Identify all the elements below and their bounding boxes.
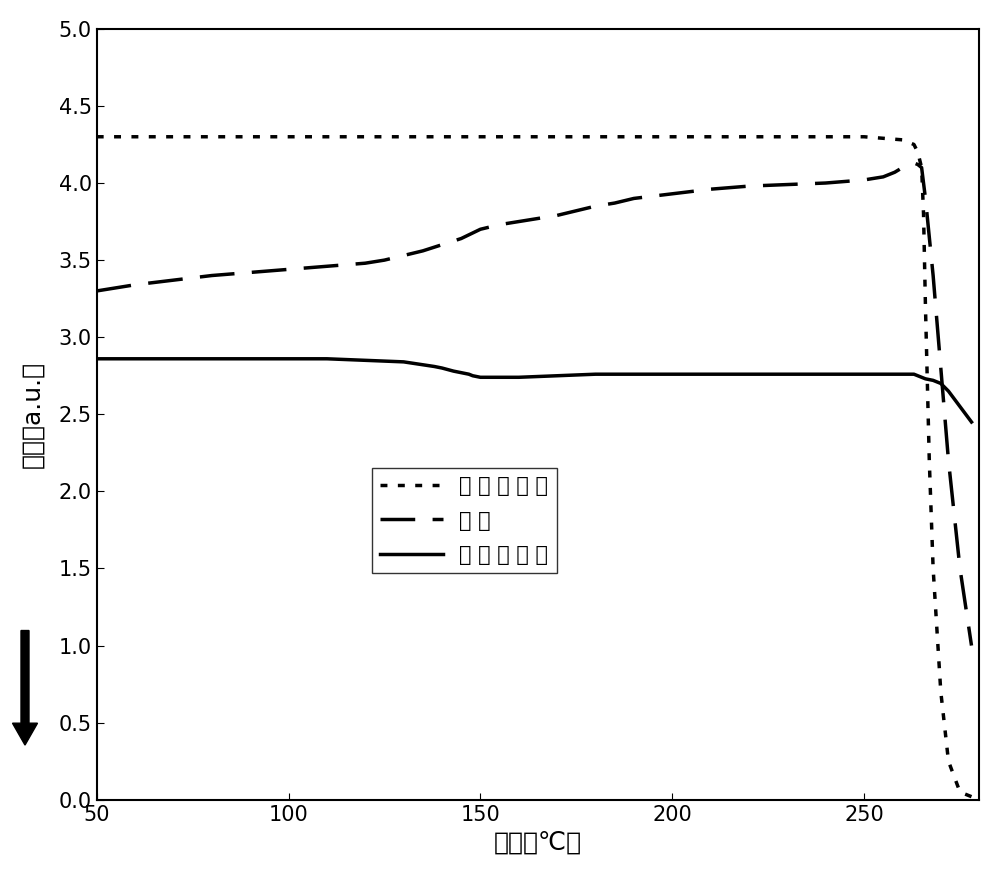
Y-axis label: 吸热（a.u.）: 吸热（a.u.） [21,360,45,468]
Legend: 第 一 轮 加 热, 冷 却, 第 二 轮 加 热: 第 一 轮 加 热, 冷 却, 第 二 轮 加 热 [372,467,557,573]
X-axis label: 温度（℃）: 温度（℃） [494,830,582,854]
